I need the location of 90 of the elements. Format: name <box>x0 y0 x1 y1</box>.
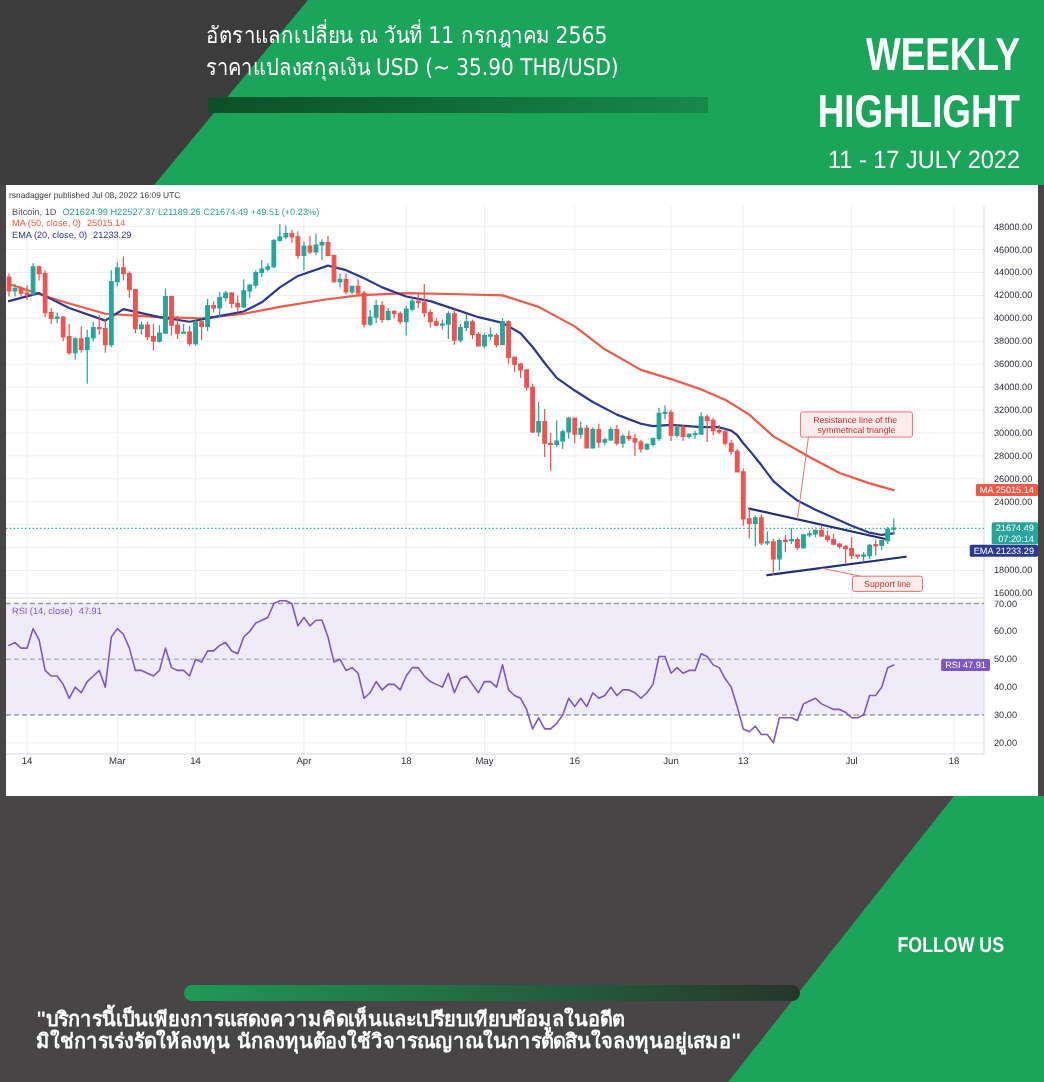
candlestick <box>470 318 475 340</box>
candlestick <box>710 417 716 436</box>
candlestick <box>313 232 319 256</box>
candlestick <box>608 426 614 442</box>
candlestick <box>506 320 511 365</box>
candlestick <box>66 323 72 356</box>
candlestick <box>193 318 198 347</box>
candlestick <box>445 310 451 340</box>
candlestick <box>12 283 18 298</box>
candlestick <box>536 401 542 437</box>
candlestick <box>843 544 848 565</box>
candlestick <box>235 294 241 314</box>
candlestick <box>139 321 144 335</box>
candlestick <box>397 310 403 325</box>
candlestick <box>704 414 710 443</box>
candlestick <box>301 240 307 271</box>
candlestick <box>187 325 192 347</box>
candlestick <box>283 224 289 240</box>
candlestick <box>217 291 223 318</box>
candlestick <box>337 273 343 288</box>
candlestick <box>572 417 578 444</box>
candlestick <box>722 428 728 447</box>
candlestick <box>686 433 692 440</box>
candlestick <box>578 420 584 440</box>
candlestick <box>295 230 301 260</box>
candlestick <box>78 325 84 354</box>
candlestick <box>415 292 421 309</box>
candlestick <box>373 299 379 324</box>
candlestick <box>867 543 873 560</box>
candlestick <box>205 298 211 332</box>
candlestick <box>861 551 867 562</box>
candlestick <box>349 285 355 295</box>
candlestick <box>30 262 36 296</box>
candlestick <box>391 309 397 319</box>
candlestick <box>229 291 235 309</box>
candlestick <box>764 530 770 546</box>
candlestick <box>632 433 638 457</box>
candlestick <box>831 533 836 546</box>
text: ราคาแปลงสกุลเงิน USD (~ 35.90 THB/USD) <box>206 53 619 82</box>
line-series <box>8 599 895 744</box>
candlestick <box>795 536 800 551</box>
candlestick <box>211 300 217 314</box>
candlestick <box>801 533 806 550</box>
candlestick <box>403 305 409 337</box>
candlestick <box>698 411 704 435</box>
candlestick <box>758 513 764 546</box>
candlestick <box>825 529 830 543</box>
chart-title: WEEKLY HIGHLIGHT <box>807 30 1021 138</box>
candlestick <box>102 318 108 354</box>
candlestick <box>500 317 505 346</box>
candlestick <box>241 278 247 309</box>
candlestick <box>108 269 114 348</box>
candlestick <box>674 424 680 439</box>
candlestick <box>72 336 78 361</box>
candlestick <box>151 323 156 352</box>
candlestick <box>782 534 788 553</box>
candlestick <box>169 294 174 337</box>
candlestick <box>620 433 626 449</box>
candlestick <box>163 287 168 334</box>
candlestick <box>488 326 493 341</box>
candlestick <box>385 307 391 322</box>
candlestick <box>770 537 776 576</box>
candlestick <box>819 525 824 537</box>
candlestick <box>776 537 782 572</box>
candlestick <box>307 235 313 255</box>
candlestick <box>181 323 186 334</box>
line-series <box>7 264 895 537</box>
candlestick <box>433 317 439 327</box>
candlestick <box>789 527 794 545</box>
candlestick <box>199 318 204 341</box>
candlestick <box>614 424 620 447</box>
text: FOLLOW US <box>897 934 1005 959</box>
candlestick <box>319 238 325 261</box>
candlestick <box>84 329 90 385</box>
candlestick <box>584 424 590 449</box>
candlestick <box>849 536 854 560</box>
text: อัตราแลกเปลี่ยน ณ วันที่ 11 กรกฎาคม 2565 <box>206 19 608 50</box>
candlestick <box>439 318 445 331</box>
candlestick <box>482 332 487 349</box>
candlestick <box>554 419 560 448</box>
candlestick <box>379 300 385 324</box>
candlestick <box>596 423 602 449</box>
candlestick <box>873 538 879 557</box>
candlestick <box>638 439 644 454</box>
candlestick <box>494 332 499 348</box>
candlestick <box>680 424 686 442</box>
candlestick <box>54 312 60 324</box>
chart-subtitle: 11 - 17 JULY 2022 <box>828 145 1021 175</box>
candlestick <box>590 426 596 449</box>
candlestick <box>451 308 457 346</box>
